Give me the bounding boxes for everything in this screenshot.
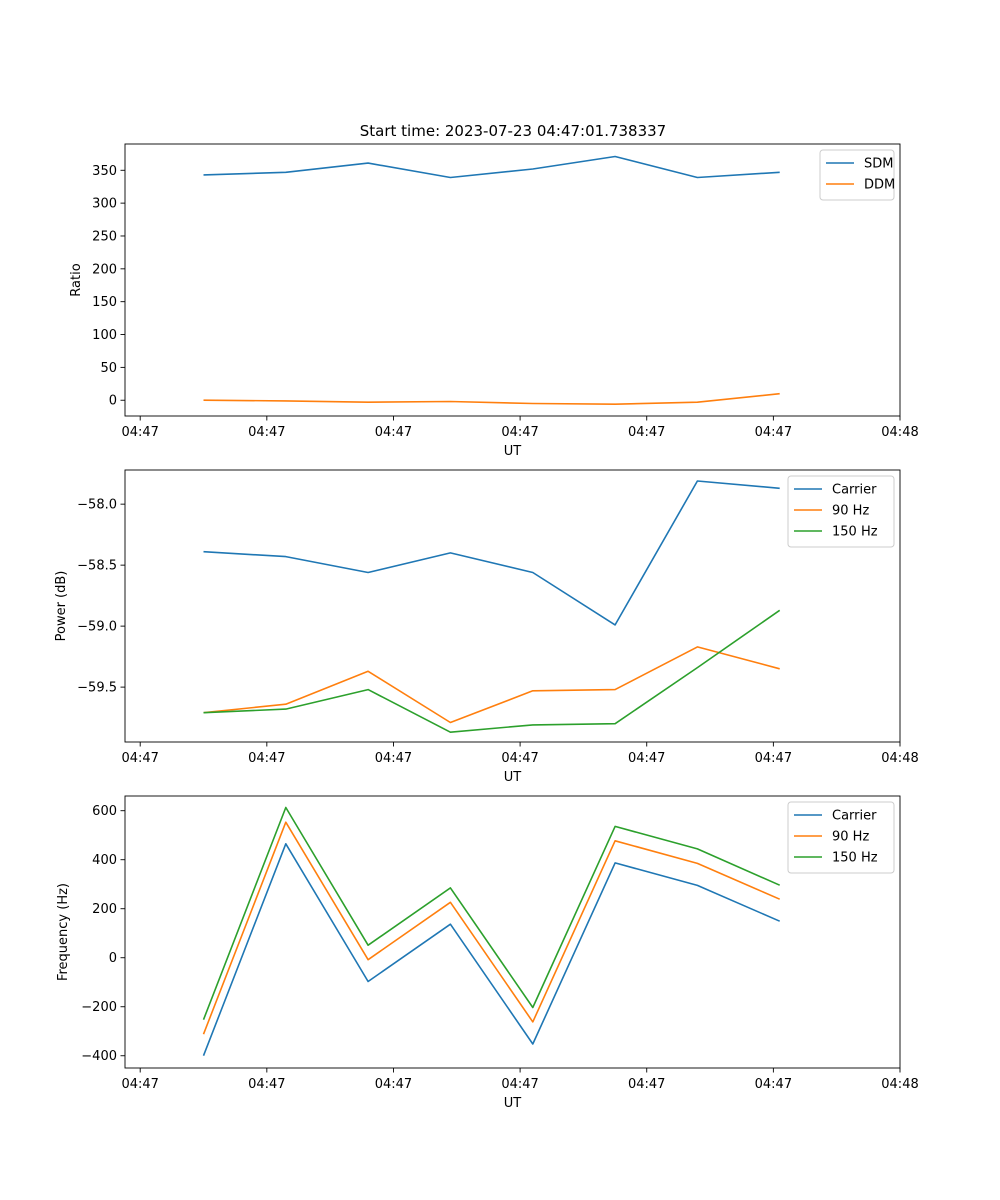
x-tick-label: 04:47 (628, 751, 665, 766)
plot-area (124, 469, 901, 743)
x-tick-label: 04:47 (375, 751, 412, 766)
x-tick-label: 04:47 (755, 1077, 792, 1092)
x-tick-label: 04:47 (501, 1077, 538, 1092)
y-tick-label: 0 (109, 951, 117, 966)
y-tick-label: 50 (100, 361, 117, 376)
series-line-150-hz (203, 609, 781, 734)
x-tick-label: 04:47 (248, 425, 285, 440)
x-axis-label: UT (504, 1096, 522, 1111)
plot-area (124, 795, 901, 1069)
legend-entry: 90 Hz (832, 504, 869, 519)
y-tick-label: 150 (92, 295, 117, 310)
y-axis-label: Ratio (69, 263, 84, 296)
legend-entry: 90 Hz (832, 830, 869, 845)
x-tick-label: 04:47 (121, 751, 158, 766)
y-tick-label: 350 (92, 164, 117, 179)
legend-box (787, 475, 895, 548)
series-line-carrier (203, 480, 780, 626)
x-tick-label: 04:48 (881, 751, 918, 766)
x-tick-label: 04:47 (628, 425, 665, 440)
figure-title: Start time: 2023-07-23 04:47:01.738337 (360, 122, 666, 140)
legend-entry: 150 Hz (832, 851, 878, 866)
x-axis-label: UT (504, 770, 522, 785)
y-tick-label: 200 (92, 262, 117, 277)
legend-entry: SDM (864, 157, 893, 172)
subplot-2: 04:47 04:47 04:47 04:47 04:47 04:47 04:48 −59.5… (54, 469, 919, 785)
x-tick-label: 04:47 (755, 751, 792, 766)
y-tick-label: −58.5 (77, 559, 117, 574)
legend-box (787, 801, 895, 874)
subplot-1: 04:47 04:47 04:47 04:47 04:47 04:47 04:48 0 50 10… (69, 143, 919, 459)
x-tick-label: 04:47 (501, 751, 538, 766)
y-tick-label: −59.5 (77, 681, 117, 696)
x-tick-label: 04:47 (248, 1077, 285, 1092)
legend: Carrier 90 Hz 150 Hz (787, 801, 895, 874)
x-axis-label: UT (504, 444, 522, 459)
series-line-carrier (202, 842, 781, 1056)
x-tick-label: 04:47 (375, 425, 412, 440)
y-tick-label: 600 (92, 804, 117, 819)
y-tick-label: −400 (81, 1049, 117, 1064)
series-line-90-hz (203, 646, 780, 724)
subplots: 04:47 04:47 04:47 04:47 04:47 04:47 04:48 0 50 10… (54, 143, 919, 1111)
x-tick-label: 04:47 (121, 1077, 158, 1092)
legend: SDM DDM (819, 149, 895, 201)
y-tick-label: −200 (81, 1000, 117, 1015)
y-tick-label: 250 (92, 229, 117, 244)
y-tick-label: −58.0 (77, 498, 117, 513)
legend-entry: Carrier (832, 809, 877, 824)
y-axis-label: Frequency (Hz) (56, 883, 71, 981)
x-tick-label: 04:47 (248, 751, 285, 766)
x-tick-label: 04:47 (375, 1077, 412, 1092)
series-line-sdm (203, 155, 780, 179)
y-tick-label: −59.0 (77, 620, 117, 635)
series-line-ddm (203, 392, 780, 406)
x-tick-label: 04:48 (881, 1077, 918, 1092)
series-line-150-hz (202, 806, 781, 1020)
x-tick-label: 04:47 (501, 425, 538, 440)
y-tick-label: 0 (109, 394, 117, 409)
x-tick-label: 04:47 (755, 425, 792, 440)
legend-entry: DDM (864, 178, 895, 193)
legend-entry: 150 Hz (832, 525, 878, 540)
subplot-3: 04:47 04:47 04:47 04:47 04:47 04:47 04:48 −400 −… (56, 795, 919, 1111)
x-tick-label: 04:47 (628, 1077, 665, 1092)
y-tick-label: 400 (92, 853, 117, 868)
y-tick-label: 300 (92, 197, 117, 212)
y-axis-label: Power (dB) (54, 571, 69, 642)
x-tick-label: 04:48 (881, 425, 918, 440)
y-tick-label: 200 (92, 902, 117, 917)
x-tick-label: 04:47 (121, 425, 158, 440)
plot-area (124, 143, 901, 417)
legend-entry: Carrier (832, 483, 877, 498)
legend: Carrier 90 Hz 150 Hz (787, 475, 895, 548)
series-line-90-hz (202, 821, 781, 1035)
y-tick-label: 100 (92, 328, 117, 343)
